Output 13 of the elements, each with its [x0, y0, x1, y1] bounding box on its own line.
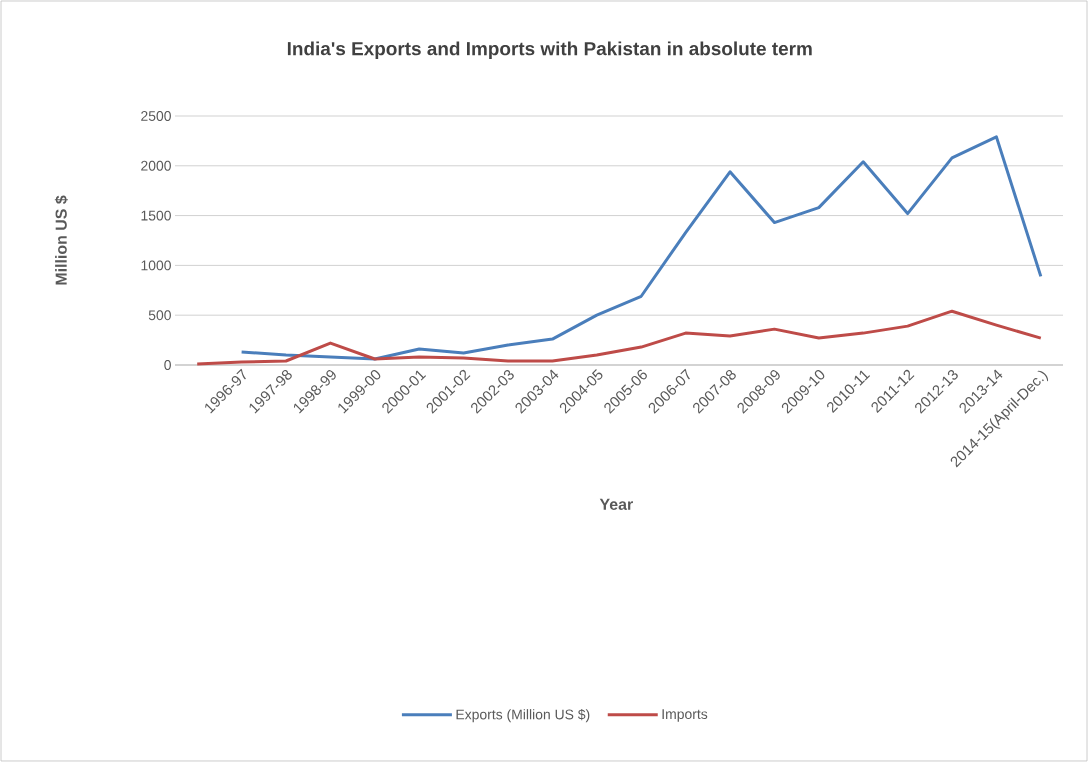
- y-tick-label: 500: [148, 310, 171, 321]
- x-axis-title: Year: [599, 498, 633, 510]
- y-tick-label: 1000: [141, 260, 171, 271]
- y-tick-label: 1500: [141, 210, 171, 221]
- line-series: [195, 309, 1043, 366]
- y-axis-title: Million US $: [54, 195, 68, 285]
- line-series: [240, 135, 1043, 361]
- legend-label: Imports: [662, 709, 708, 722]
- y-tick-label: 2000: [141, 160, 171, 171]
- chart-title: India's Exports and Imports with Pakistan in absolute term: [287, 41, 812, 60]
- y-tick-label: 2500: [141, 111, 171, 121]
- legend-label: Exports (Million US $): [456, 708, 590, 723]
- y-tick-label: 0: [164, 360, 171, 370]
